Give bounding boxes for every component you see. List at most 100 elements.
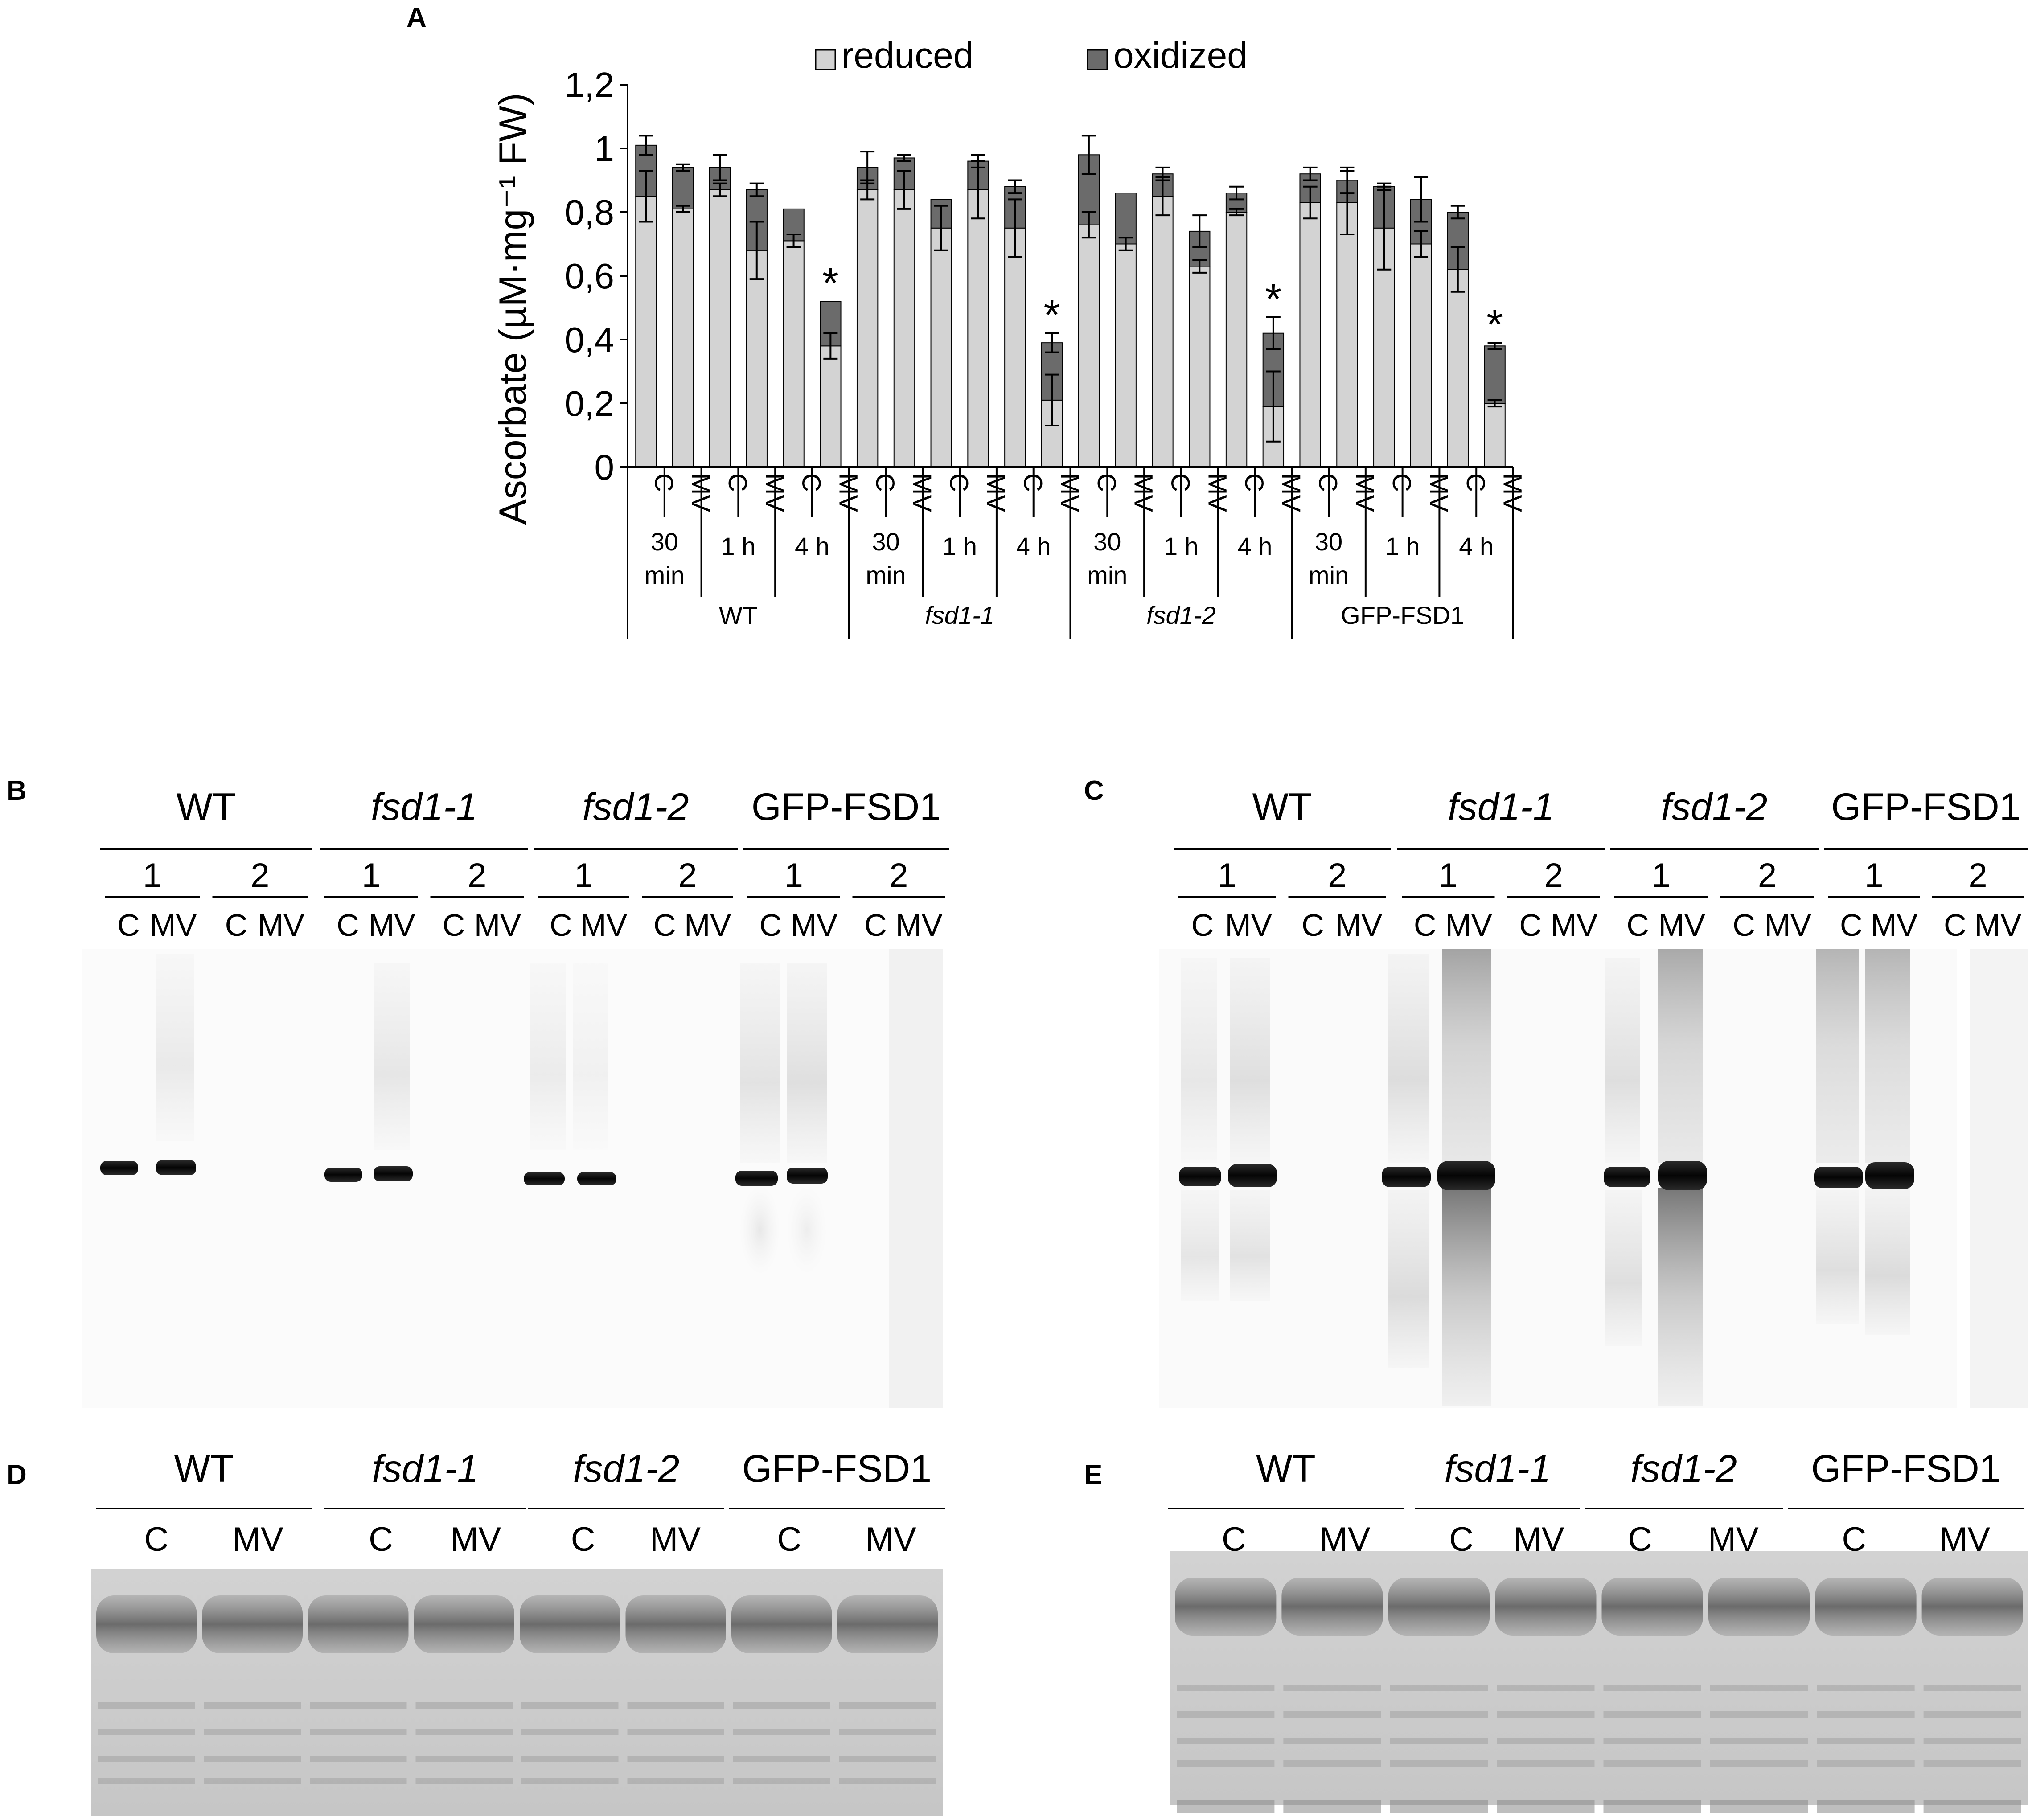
gel-small-subunit-band [1603,1800,1701,1813]
gel-minor-band [1923,1711,2021,1718]
treatment-label: MV [686,473,715,512]
bar-reduced [672,208,694,468]
blot-lane-label: MV [150,908,197,943]
gel-minor-band [415,1778,513,1784]
significance-asterisk: * [1043,291,1060,339]
blot-c-smear [1388,954,1429,1163]
blot-b-smear [787,1185,827,1275]
bar-reduced [1189,266,1211,467]
blot-lane-label: C [1944,908,1966,943]
gel-large-subunit-band [837,1595,938,1653]
blot-c-band [1437,1161,1495,1190]
blot-genotype-label: fsd1-2 [582,786,689,828]
gel-minor-band [415,1729,513,1735]
gel-minor-band [204,1756,301,1762]
blot-lane-label: C [1732,908,1755,943]
blot-replicate-label: 2 [1758,857,1777,894]
gel-lane-label: C [571,1521,595,1558]
bar-reduced [930,227,952,467]
blot-genotype-label: fsd1-1 [1448,786,1554,828]
significance-asterisk: * [1486,301,1503,348]
chart-legend: reduced oxidized [815,35,1248,76]
treatment-label: C [1387,473,1416,492]
blot-b-band [100,1161,138,1175]
gel-genotype-label: WT [174,1447,234,1490]
ascorbate-chart: reduced oxidized Ascorbate (µM·mg⁻¹ FW) … [492,35,1527,639]
blot-replicate-label: 1 [362,857,381,894]
blot-c-smear [1658,949,1703,1163]
blot-lane-label: MV [895,908,942,943]
gel-small-subunit-band [1177,1800,1275,1813]
blot-lane-label: C [759,908,782,943]
blot-replicate-label: 1 [1864,857,1883,894]
gel-minor-band [1817,1738,1915,1744]
bar-reduced [820,345,842,467]
treatment-label: C [1240,473,1269,492]
time-label: 1 h [1164,532,1199,560]
treatment-label: C [944,473,973,492]
blot-lane-label: MV [258,908,304,943]
blot-b-smear [573,963,608,1150]
gel-minor-band [1710,1738,1808,1744]
gel-minor-band [1923,1760,2021,1767]
gel-minor-band [1390,1685,1488,1691]
blot-replicate-label: 1 [1439,857,1457,894]
panel-letter-d: D [7,1459,27,1490]
gel-large-subunit-band [625,1595,726,1653]
gel-minor-band [839,1729,936,1735]
gel-minor-band [521,1778,619,1784]
gel-minor-band [310,1756,407,1762]
gel-lane-label: MV [650,1521,701,1558]
treatment-label: MV [1350,473,1379,512]
treatment-label: C [649,473,678,492]
gel-small-subunit-band [1710,1800,1808,1813]
gel-minor-band [627,1702,724,1709]
treatment-label: C [797,473,826,492]
blot-c-band [1179,1167,1221,1186]
blot-c-smear [1181,958,1217,1163]
gel-small-subunit-band [1923,1800,2021,1813]
blot-replicate-label: 1 [1652,857,1671,894]
treatment-label: MV [1277,473,1305,512]
gel-lane-label: C [777,1521,801,1558]
gel-minor-band [733,1756,830,1762]
gel-minor-band [1497,1738,1595,1744]
gel-small-subunit-band [1497,1800,1595,1813]
treatment-label: C [1018,473,1047,492]
time-label: 30 [872,528,899,556]
y-tick-label: 0,8 [565,193,614,232]
gel-genotype-label: WT [1256,1447,1316,1490]
blot-replicate-label: 2 [1968,857,1987,894]
treatment-label: MV [1203,473,1232,512]
blot-lane-label: C [443,908,465,943]
bar-reduced [1152,196,1174,467]
blot-c-membrane-strip [1970,949,2028,1408]
blot-genotype-label: WT [177,786,236,828]
time-label: 30 [651,528,678,556]
y-tick-label: 0,6 [565,256,614,296]
gel-large-subunit-band [520,1595,620,1653]
blot-c-smear [1816,1190,1859,1324]
blot-b-band [374,1166,413,1181]
blot-lane-label: C [653,908,676,943]
gel-minor-band [1497,1685,1595,1691]
blot-c-smear [1442,949,1491,1163]
gel-minor-band [1283,1738,1381,1744]
time-label: 1 h [942,532,977,560]
significance-asterisk: * [822,259,839,307]
blot-lane-label: MV [1765,908,1811,943]
blot-lane-label: MV [1225,908,1272,943]
gel-minor-band [1603,1685,1701,1691]
blot-c-smear [1181,1190,1219,1301]
significance-asterisk: * [1265,275,1281,323]
gel-minor-band [415,1702,513,1709]
blot-genotype-label: GFP-FSD1 [1831,786,2020,828]
blot-lane-label: MV [1659,908,1705,943]
gel-minor-band [521,1756,619,1762]
bar-reduced [1484,403,1506,467]
gel-large-subunit-band [1815,1578,1917,1636]
